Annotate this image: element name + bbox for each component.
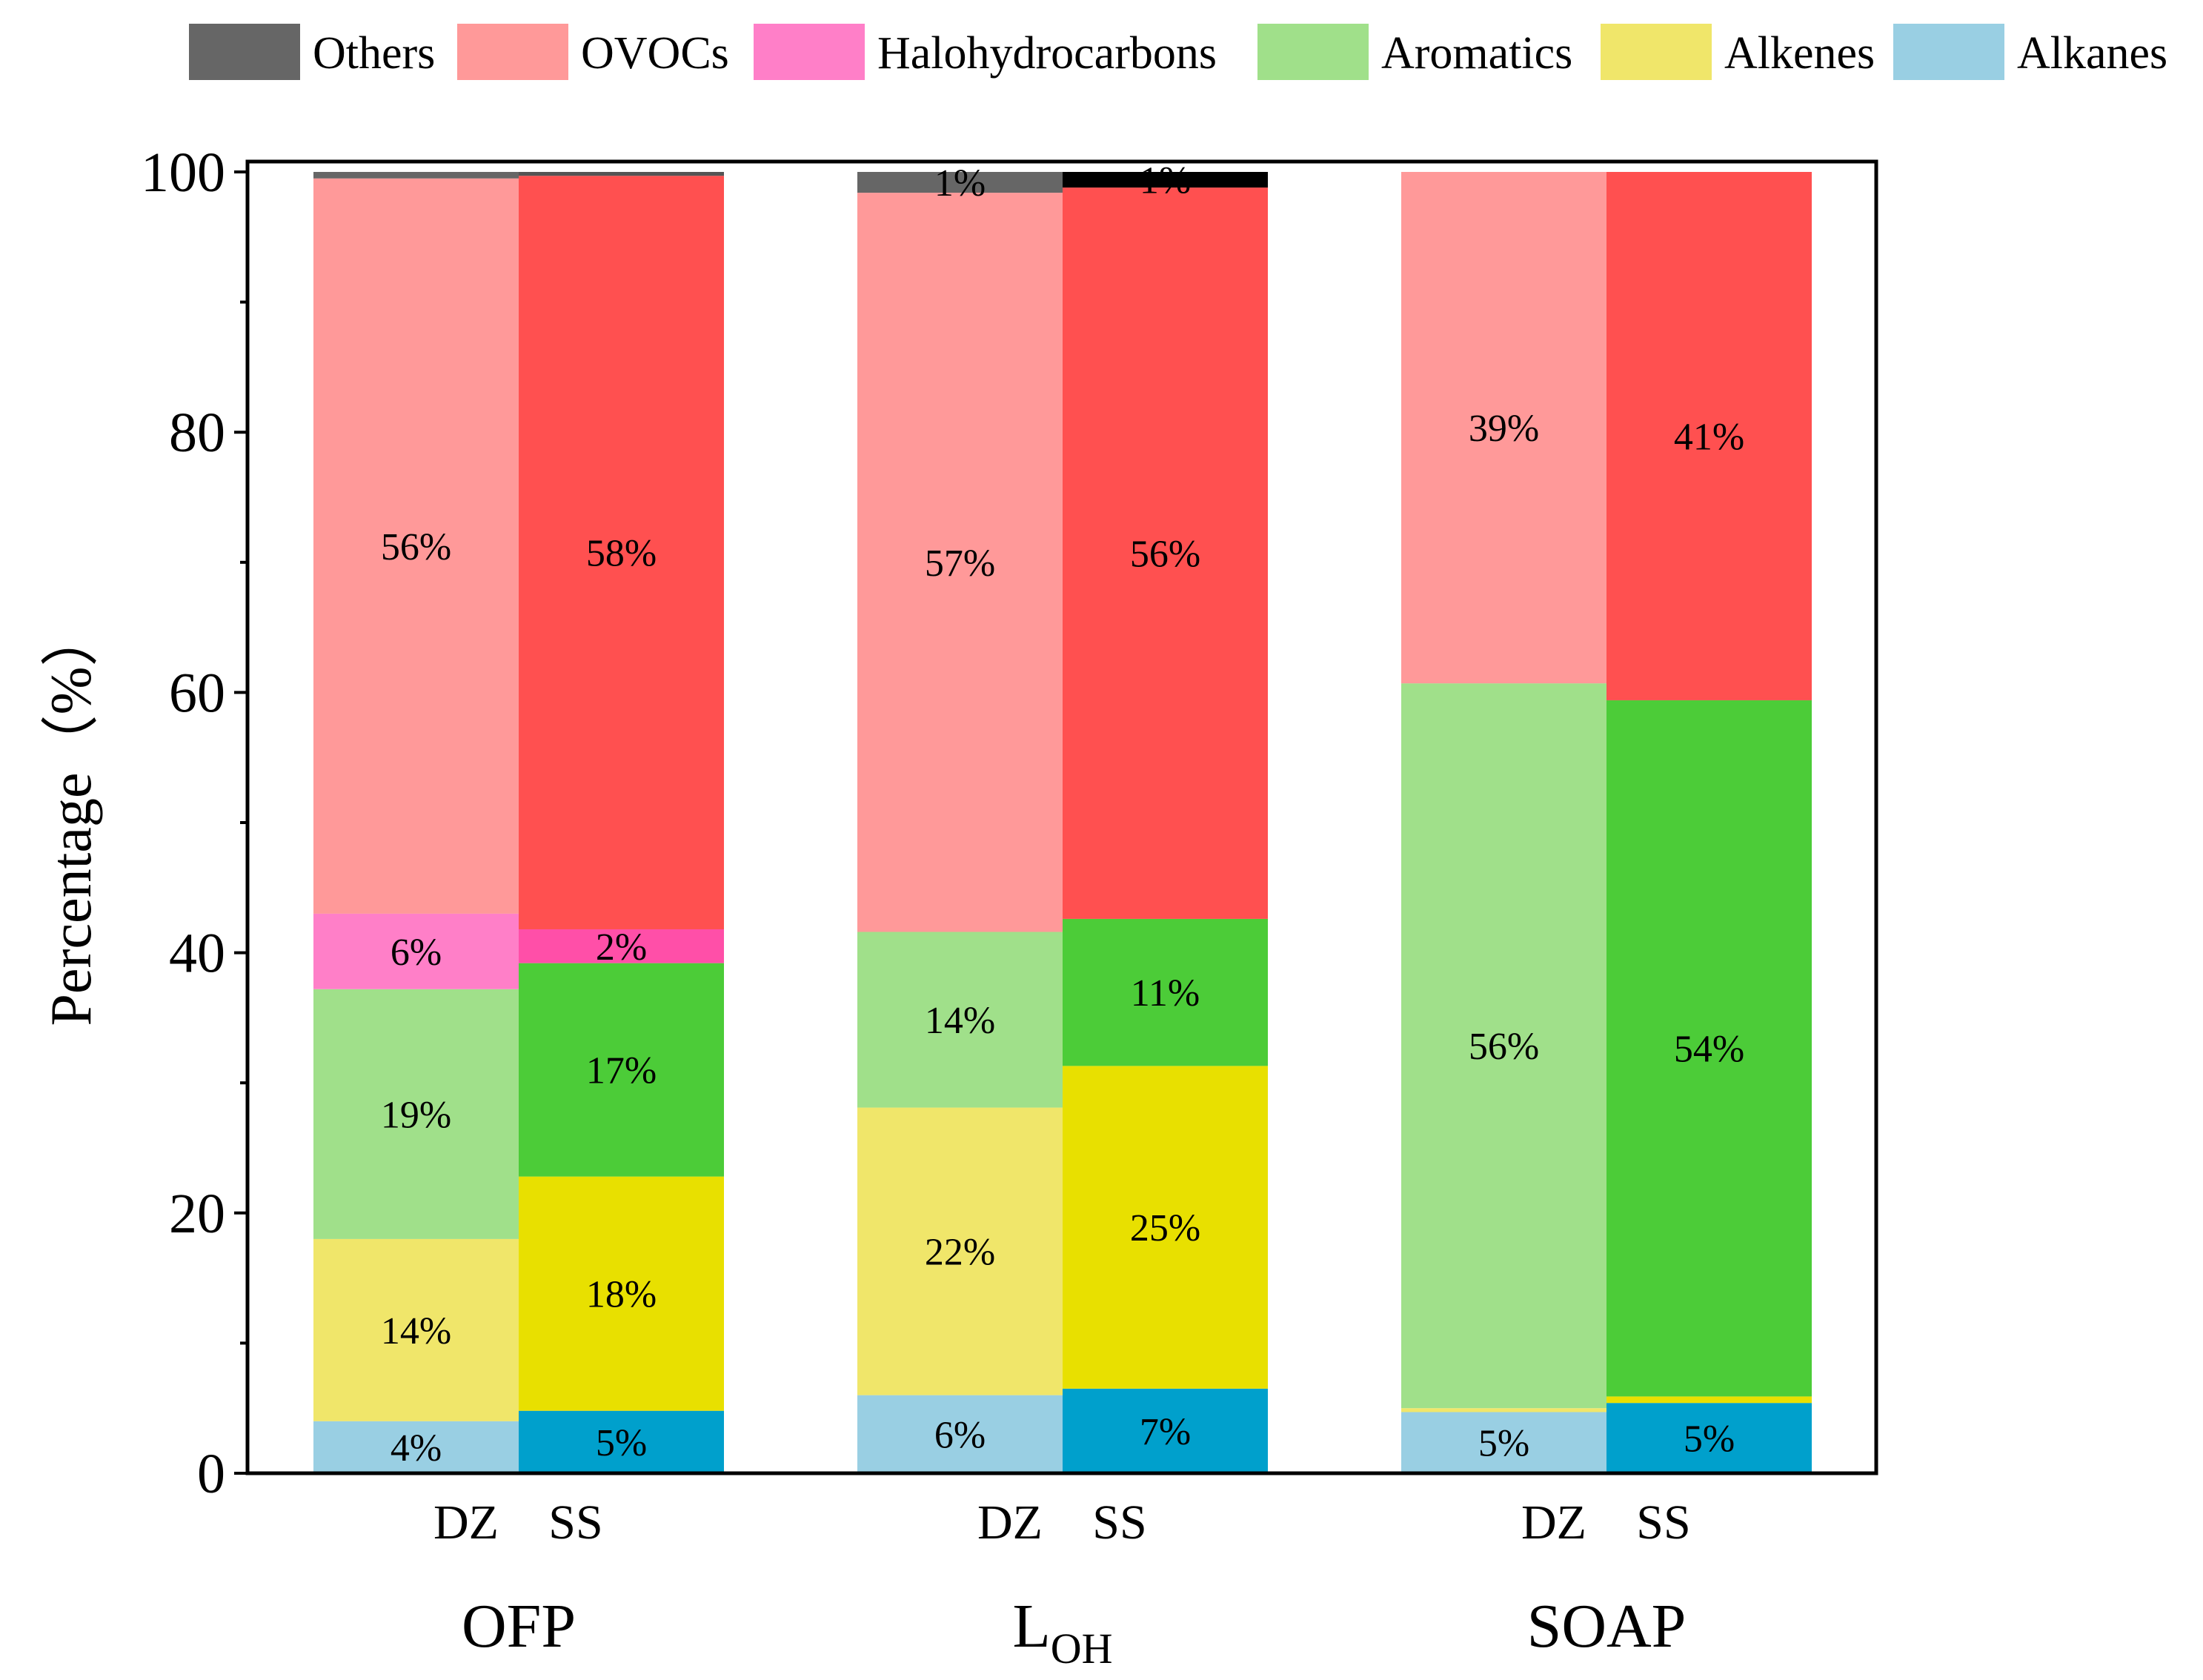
x-tick-label-ss: SS	[1092, 1495, 1146, 1550]
plot-frame	[245, 159, 1878, 1475]
bar-segment-others	[1063, 172, 1268, 188]
bar-segment-others	[857, 172, 1063, 193]
bar-segment-aromatics	[1606, 700, 1812, 1397]
data-label-alkanes: 7%	[1140, 1411, 1191, 1453]
legend: Others OVOCs Halohydrocarbons Aromatics Alke…	[189, 24, 2167, 80]
x-tick-label-dz: DZ	[1521, 1495, 1586, 1550]
legend-label-alkenes: Alkenes	[1724, 28, 1875, 79]
legend-swatch-halohydrocarbons	[754, 24, 865, 80]
bar-segment-ovocs	[1063, 187, 1268, 919]
data-label-alkanes: 5%	[596, 1422, 647, 1464]
group-label-subscript: OH	[1051, 1624, 1113, 1673]
data-label-others: 1%	[934, 162, 986, 205]
data-label-others: 1%	[1140, 160, 1191, 202]
legend-swatch-alkenes	[1601, 24, 1712, 80]
y-tick-label: 20	[169, 1183, 225, 1245]
bar-segment-alkanes	[313, 1421, 519, 1473]
bar-segment-alkenes	[313, 1238, 519, 1421]
bar-segment-alkanes	[519, 1410, 724, 1473]
data-label-aromatics: 54%	[1674, 1029, 1744, 1071]
data-label-alkenes: 18%	[586, 1274, 657, 1316]
y-tick-label: 80	[169, 402, 225, 464]
y-axis: 0 20 40 60 80 100	[141, 142, 247, 1505]
bar-segment-ovocs	[519, 176, 724, 929]
data-label-halohydrocarbons: 2%	[596, 926, 647, 969]
legend-label-others: Others	[313, 28, 435, 79]
group-label: SOAP	[1527, 1592, 1687, 1661]
group-label-main: L	[1012, 1592, 1050, 1661]
x-tick-label-ss: SS	[548, 1495, 602, 1550]
group-label-main: SOAP	[1527, 1592, 1687, 1661]
bar-segment-alkenes	[519, 1176, 724, 1411]
y-tick-label: 100	[141, 142, 225, 204]
bar-segment-ovocs	[857, 193, 1063, 932]
bar-segment-ovocs	[1401, 172, 1606, 684]
legend-label-alkanes: Alkanes	[2017, 28, 2167, 79]
y-tick-label: 60	[169, 662, 225, 724]
data-label-alkanes: 5%	[1478, 1423, 1529, 1465]
x-tick-label-dz: DZ	[977, 1495, 1043, 1550]
data-label-ovocs: 56%	[381, 526, 451, 568]
legend-swatch-aromatics	[1257, 24, 1369, 80]
data-label-aromatics: 11%	[1131, 972, 1200, 1015]
data-label-ovocs: 39%	[1469, 408, 1539, 450]
bar-segment-alkanes	[1401, 1412, 1606, 1473]
legend-swatch-alkanes	[1893, 24, 2004, 80]
bars	[313, 172, 1812, 1473]
legend-label-aromatics: Aromatics	[1381, 28, 1572, 79]
bar-segment-aromatics	[857, 932, 1063, 1108]
data-label-alkenes: 14%	[381, 1310, 451, 1352]
y-tick-label: 0	[197, 1443, 225, 1505]
bar-segment-halohydrocarbons	[519, 929, 724, 963]
bar-segment-ovocs	[1606, 172, 1812, 700]
group-label: LOH	[1012, 1592, 1112, 1673]
bar-segment-aromatics	[519, 963, 724, 1177]
x-axis: DZ SS OFP DZ SS LOH DZ SS SOAP	[433, 1495, 1691, 1673]
bar-segment-alkanes	[1606, 1403, 1812, 1473]
bar-segment-others	[519, 172, 724, 176]
bar-segment-alkenes	[1606, 1396, 1812, 1404]
bar-segment-alkenes	[1401, 1408, 1606, 1412]
data-label-aromatics: 14%	[925, 1000, 995, 1042]
data-label-alkenes: 22%	[925, 1232, 995, 1274]
x-tick-label-ss: SS	[1636, 1495, 1690, 1550]
bar-segment-alkanes	[857, 1395, 1063, 1473]
legend-swatch-ovocs	[457, 24, 568, 80]
data-label-ovocs: 58%	[586, 533, 657, 575]
y-axis-label: Percentage（%）	[39, 608, 103, 1026]
data-label-alkanes: 4%	[391, 1427, 442, 1470]
data-label-aromatics: 17%	[586, 1050, 657, 1092]
x-tick-label-dz: DZ	[433, 1495, 499, 1550]
bar-segment-alkenes	[857, 1107, 1063, 1395]
bar-segment-ovocs	[313, 178, 519, 914]
legend-label-halohydrocarbons: Halohydrocarbons	[877, 28, 1217, 79]
bar-segment-aromatics	[1063, 918, 1268, 1066]
data-label-aromatics: 19%	[381, 1094, 451, 1136]
legend-swatch-others	[189, 24, 300, 80]
bar-segment-aromatics	[1401, 683, 1606, 1409]
data-label-alkenes: 25%	[1130, 1207, 1200, 1249]
data-label-aromatics: 56%	[1469, 1026, 1539, 1068]
data-label-ovocs: 57%	[925, 542, 995, 585]
data-label-alkanes: 6%	[934, 1414, 986, 1456]
bar-segment-halohydrocarbons	[313, 913, 519, 989]
bar-segment-others	[313, 172, 519, 179]
data-label-halohydrocarbons: 6%	[391, 932, 442, 974]
data-labels: 4% 14% 19% 6% 56% 5% 18% 17% 2% 58% 6% 22% 14% 57% 1% 7…	[381, 160, 1744, 1470]
group-label: OFP	[462, 1592, 576, 1661]
bar-segment-aromatics	[313, 989, 519, 1239]
legend-label-ovocs: OVOCs	[581, 28, 729, 79]
group-label-main: OFP	[462, 1592, 576, 1661]
data-label-ovocs: 41%	[1674, 416, 1744, 458]
bar-segment-alkanes	[1063, 1388, 1268, 1473]
data-label-alkanes: 5%	[1684, 1418, 1735, 1461]
bar-segment-alkenes	[1063, 1066, 1268, 1389]
y-tick-label: 40	[169, 923, 225, 985]
data-label-ovocs: 56%	[1130, 534, 1200, 576]
